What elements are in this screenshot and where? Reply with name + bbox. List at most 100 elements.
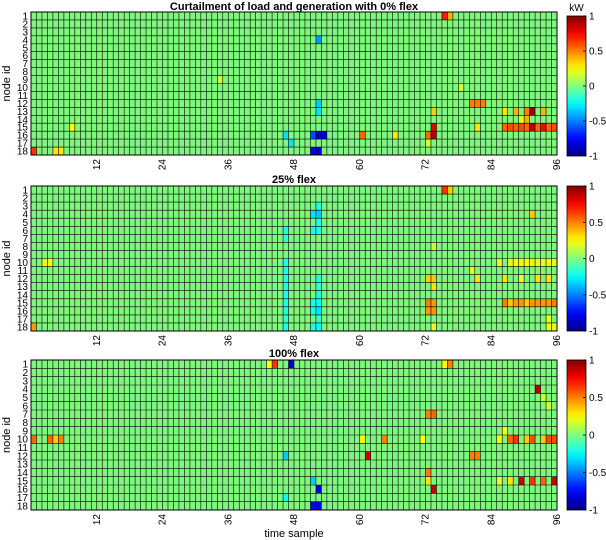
- axes-frame: [30, 185, 558, 332]
- y-tick-label: 11: [18, 443, 29, 454]
- heatmap-cell: [524, 107, 530, 116]
- heatmap-cell: [315, 147, 322, 155]
- y-tick-label: 6: [22, 401, 28, 412]
- y-tick-label: 1: [22, 186, 28, 197]
- heatmap-cell: [546, 123, 552, 132]
- heatmap-cell: [47, 435, 53, 444]
- heatmap-cell: [69, 123, 75, 132]
- y-tick-label: 13: [17, 107, 29, 118]
- heatmap-cell: [469, 451, 475, 460]
- x-tick-label: 24: [158, 514, 169, 526]
- colorbar-tick-label: 1: [589, 12, 595, 23]
- y-tick-label: 2: [22, 368, 28, 379]
- y-tick-label: 7: [22, 410, 28, 421]
- heatmap-cell: [315, 274, 322, 283]
- heatmap-cell: [529, 123, 536, 132]
- heatmap-cell: [31, 435, 37, 444]
- y-tick-label: 2: [22, 194, 28, 205]
- heatmap-cell: [502, 107, 508, 116]
- chart-title: 25% flex: [272, 174, 317, 186]
- y-tick-label: 5: [22, 43, 28, 54]
- heatmap-cell: [425, 131, 431, 140]
- x-tick-label: 12: [92, 159, 103, 171]
- heatmap-cell: [551, 123, 557, 132]
- heatmap-cell: [283, 322, 289, 331]
- heatmap-cell: [283, 298, 289, 307]
- colorbar-tick-label: 0: [589, 431, 595, 442]
- heatmap-cell: [359, 435, 366, 444]
- y-tick-label: 10: [17, 83, 29, 94]
- y-tick-label: 11: [18, 266, 29, 277]
- heatmap-cell: [540, 435, 547, 444]
- heatmap-cell: [518, 274, 525, 283]
- heatmap-cell: [513, 123, 519, 132]
- heatmap-cell: [425, 298, 431, 307]
- heatmap-cell: [283, 493, 289, 502]
- colorbar: 1 0.5 0 -0.5 -1: [566, 182, 606, 338]
- heatmap-cell: [430, 282, 437, 291]
- heatmap-cell: [31, 322, 37, 331]
- y-axis-label: node id: [1, 65, 13, 101]
- heatmap-cell: [513, 107, 519, 116]
- heatmap-cell: [513, 298, 519, 307]
- y-tick-label: 17: [17, 314, 29, 325]
- y-tick-label: 6: [22, 226, 28, 237]
- heatmap-cell: [41, 258, 48, 267]
- heatmap-cell: [315, 290, 322, 299]
- heatmap-cell: [315, 99, 322, 108]
- heatmap-cell: [430, 322, 437, 331]
- heatmap-cell: [546, 435, 552, 444]
- heatmap-cell: [529, 210, 536, 219]
- heatmap-cell: [430, 242, 437, 251]
- heatmap-cell: [513, 258, 519, 267]
- heatmap-cell: [546, 258, 552, 267]
- x-tick-label: 60: [355, 514, 366, 526]
- heatmap-cell: [272, 360, 278, 369]
- heatmap-cell: [283, 290, 289, 299]
- heatmap-cell: [540, 123, 547, 132]
- x-tick-label: 60: [355, 159, 366, 171]
- heatmap-cell: [430, 131, 437, 140]
- x-tick-label: 96: [552, 514, 563, 526]
- colorbar-tick-label: 0: [589, 254, 595, 265]
- colorbar: 1 0.5 0 -0.5 -1: [566, 356, 606, 517]
- y-tick-label: 10: [17, 258, 29, 269]
- y-tick-label: 18: [17, 501, 29, 512]
- heatmap-cell: [425, 468, 431, 477]
- y-tick-label: 3: [22, 27, 28, 38]
- heatmap-cell: [310, 226, 316, 235]
- y-axis-label: node id: [1, 417, 13, 453]
- heatmap-cell: [529, 476, 536, 485]
- heatmap-cell: [392, 131, 399, 140]
- heatmap-cell: [315, 210, 322, 219]
- x-tick-label: 36: [223, 159, 234, 171]
- y-tick-label: 17: [17, 139, 29, 150]
- heatmap-cell: [283, 266, 289, 275]
- y-tick-label: 12: [17, 99, 29, 110]
- heatmap-cell: [315, 298, 322, 307]
- x-tick-label: 48: [289, 514, 300, 526]
- heatmap-cell: [551, 435, 557, 444]
- heatmap-cell: [441, 12, 448, 20]
- heatmap-cell: [315, 131, 322, 140]
- heatmap-cell: [551, 322, 557, 331]
- colorbar-tick-label: -0.5: [589, 290, 606, 301]
- heatmap-cell: [266, 360, 273, 369]
- heatmap-cell: [540, 298, 547, 307]
- heatmap-cell: [381, 435, 388, 444]
- heatmap-cell: [315, 107, 322, 116]
- colorbar-tick-label: 1: [589, 356, 595, 367]
- x-tick-label: 12: [92, 335, 103, 347]
- heatmap-cell: [283, 274, 289, 283]
- y-tick-label: 7: [22, 59, 28, 70]
- heatmap-cell: [310, 131, 316, 140]
- heatmap-cell: [441, 360, 448, 369]
- heatmap-cell: [283, 258, 289, 267]
- x-axis-label: time sample: [264, 528, 323, 540]
- x-tick-label: 84: [486, 514, 497, 526]
- y-tick-label: 8: [22, 242, 28, 253]
- heatmap-cell: [507, 123, 514, 132]
- heatmap-cell: [425, 306, 431, 315]
- heatmap-cell: [458, 83, 464, 92]
